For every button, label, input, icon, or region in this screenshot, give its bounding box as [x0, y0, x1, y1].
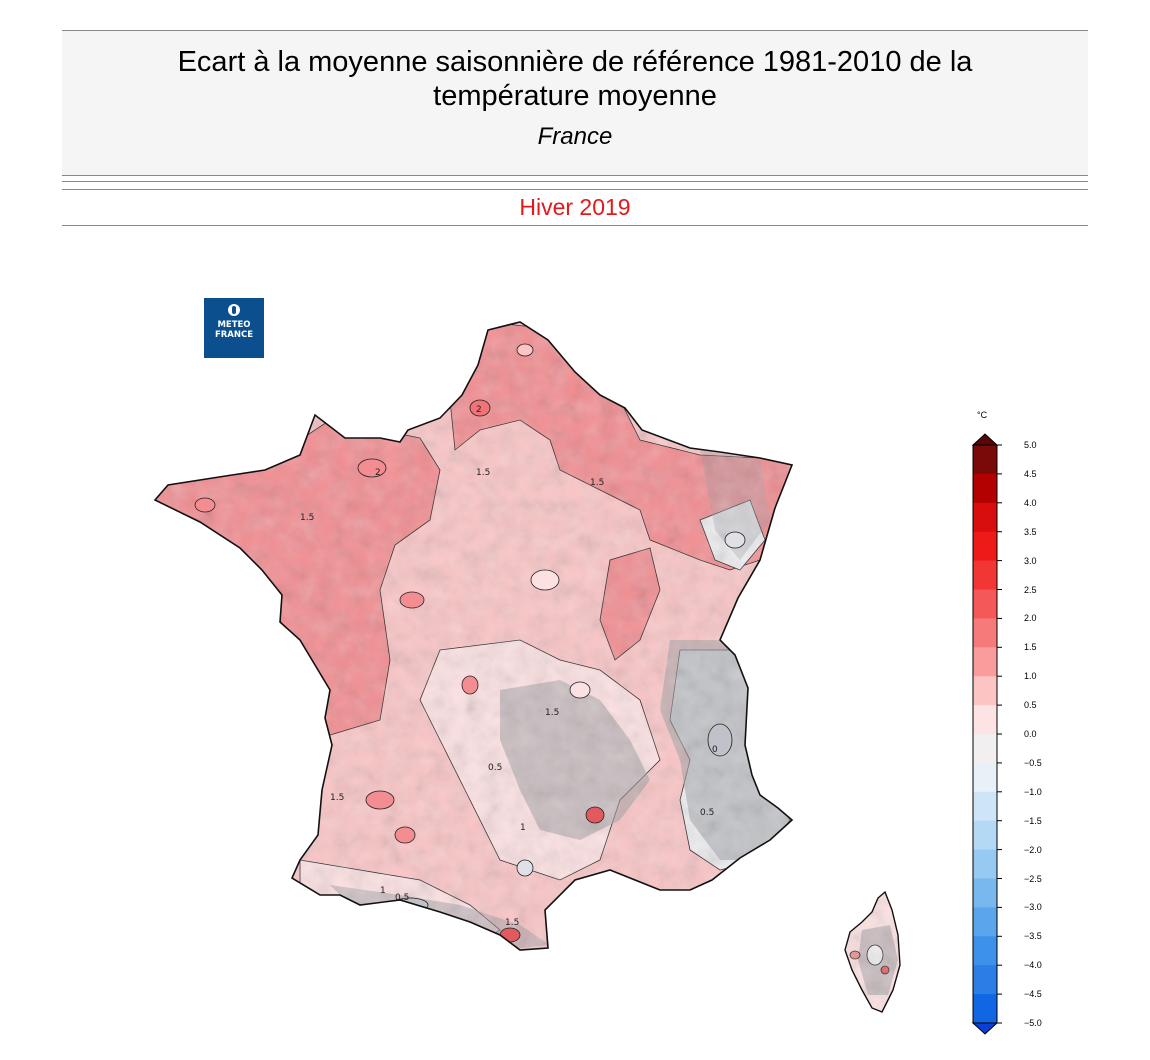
colorbar-tick-label: 4.0 [1024, 497, 1037, 508]
colorbar-swatch [973, 705, 997, 735]
logo-text-2: FRANCE [214, 330, 254, 340]
colorbar-swatch [973, 791, 997, 822]
colorbar-tick-label: 3.5 [1024, 526, 1037, 537]
contour-label: 1.5 [590, 478, 604, 488]
colorbar-swatch [973, 762, 997, 793]
colorbar-tick-label: −2.5 [1024, 873, 1042, 884]
colorbar-swatch [973, 994, 997, 1024]
colorbar-tick-label: −0.5 [1024, 757, 1042, 768]
logo-emblem-icon [228, 304, 240, 316]
period-label: Hiver 2019 [519, 194, 631, 220]
france-field: 1.5 1.5 2 2 1.5 1.5 1.5 0.5 1 0.5 0 0.5 … [155, 322, 792, 950]
colorbar-unit: °C [977, 410, 988, 420]
colorbar-tick-label: −5.0 [1024, 1018, 1042, 1028]
colorbar-swatch [973, 936, 997, 966]
colorbar [971, 433, 1002, 1035]
contour-label: 1.5 [330, 793, 344, 803]
colorbar-max-arrow-icon [971, 433, 999, 446]
colorbar-swatch [973, 965, 997, 995]
contour-label: 0.5 [488, 763, 502, 773]
contour-label: 1 [380, 886, 386, 896]
colorbar-tick-label: 2.0 [1024, 613, 1037, 624]
colorbar-tick-label: 0.5 [1024, 700, 1037, 711]
colorbar-tick-label: 4.5 [1024, 468, 1037, 479]
divider [62, 181, 1088, 182]
contour-label: 1.5 [505, 918, 519, 928]
logo-text-1: METEO [217, 320, 251, 330]
colorbar-tick-label: −1.0 [1024, 786, 1042, 797]
title-line-1: Ecart à la moyenne saisonnière de référe… [177, 46, 973, 78]
colorbar-swatch [973, 647, 997, 677]
colorbar-swatch [973, 878, 997, 908]
colorbar-swatch [973, 820, 997, 851]
colorbar-swatch [973, 849, 997, 879]
region-subtitle: France [537, 123, 613, 150]
colorbar-tick-label: 1.0 [1024, 671, 1037, 682]
colorbar-min-arrow-icon [971, 1022, 999, 1035]
colorbar-swatch [973, 734, 997, 764]
colorbar-tick-label: 1.5 [1024, 642, 1037, 653]
title-line-2: température moyenne [433, 80, 717, 112]
colorbar-tick-label: −4.5 [1024, 989, 1042, 1000]
colorbar-tick-label: −4.0 [1024, 960, 1042, 971]
colorbar-swatch [973, 676, 997, 706]
colorbar-tick-label: −3.0 [1024, 902, 1042, 913]
colorbar-swatch [973, 502, 997, 533]
contour-label: 2 [476, 405, 482, 415]
contour-label: 1.5 [300, 513, 314, 523]
contour-label: 0 [712, 745, 718, 755]
contour-label: 2 [375, 468, 381, 478]
meteo-france-logo: METEO FRANCE [204, 298, 264, 358]
colorbar-swatch [973, 589, 997, 619]
colorbar-swatch [973, 618, 997, 648]
contour-label: 1.5 [545, 708, 559, 718]
colorbar-swatch [973, 560, 997, 590]
colorbar-tick-label: 2.5 [1024, 584, 1037, 595]
contour-label: 1 [520, 823, 526, 833]
colorbar-tick-label: −1.5 [1024, 815, 1042, 826]
contour-label: 1.5 [476, 468, 490, 478]
header-panel: Ecart à la moyenne saisonnière de référe… [62, 30, 1088, 176]
colorbar-swatch [973, 531, 997, 562]
colorbar-tick-label: 5.0 [1024, 440, 1037, 450]
colorbar-tick-label: −3.5 [1024, 931, 1042, 942]
contour-label: 0.5 [700, 808, 714, 818]
period-panel: Hiver 2019 [62, 189, 1088, 226]
colorbar-tick-label: 3.0 [1024, 555, 1037, 566]
colorbar-tick-label: 0.0 [1024, 729, 1037, 739]
corsica-field [845, 892, 900, 1012]
colorbar-swatch [973, 445, 997, 475]
colorbar-swatch [973, 907, 997, 937]
colorbar-tick-label: −2.0 [1024, 844, 1042, 855]
contour-label: 0.5 [395, 893, 409, 903]
colorbar-swatch [973, 473, 997, 504]
page-title: Ecart à la moyenne saisonnière de référe… [62, 45, 1088, 113]
